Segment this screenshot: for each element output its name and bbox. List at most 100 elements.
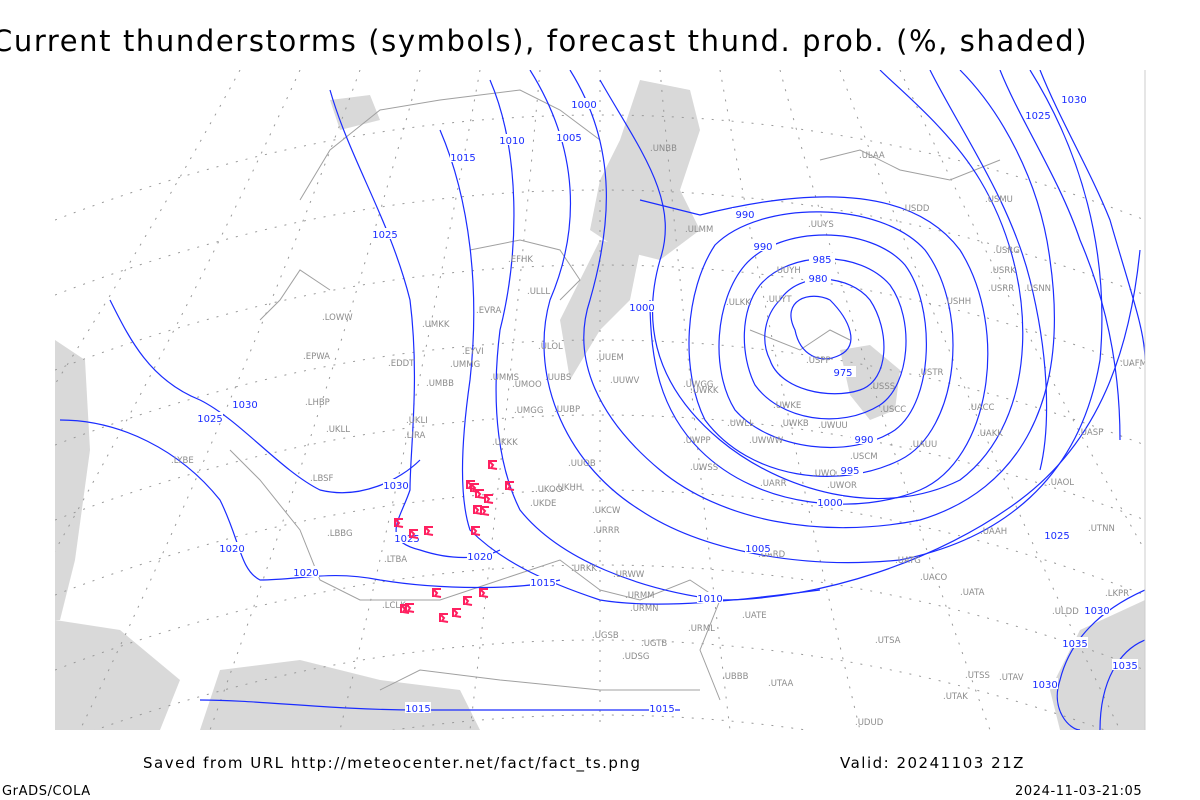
isobar-label-bg: [219, 542, 245, 553]
station-label: .ULMM: [685, 225, 713, 235]
isobar-label-bg: [197, 412, 223, 423]
station-label: .UWKE: [773, 401, 801, 411]
isobar-label: 990: [735, 210, 754, 221]
station-label: .UAUU: [910, 440, 937, 450]
station-label: .UMGG: [514, 406, 543, 416]
isobar-line: [1039, 70, 1145, 361]
thunderstorm-symbol: [452, 608, 462, 618]
thunderstorm-symbol: [409, 529, 419, 539]
station-label: .ULKK: [726, 298, 751, 308]
isobar-label: 975: [833, 368, 852, 379]
isobar-labels: 1000 1005 1010 1015 1025 990 990 985 980 975 990 99…: [197, 93, 1138, 715]
station-label: .USRG: [993, 246, 1020, 256]
valid-time: Valid: 20241103 21Z: [840, 754, 1025, 772]
station-label: .UTSS: [965, 671, 990, 681]
thunderstorm-symbol: [505, 481, 515, 491]
isobar-line: [743, 258, 907, 420]
isobar-label: 1000: [817, 498, 842, 509]
station-label: .UTSA: [875, 636, 901, 646]
station-label: .EPWA: [303, 352, 330, 362]
isobar-label-bg: [809, 253, 835, 264]
thunderstorm-symbol: [405, 603, 415, 613]
isobar-label: 1015: [405, 704, 430, 715]
isobar-label-bg: [556, 131, 582, 142]
isobar-label-bg: [745, 542, 771, 553]
station-labels: .ULLL .EFHK .EVRA .ULOL .UMKK .EYVI .UMMG .UMBB…: [171, 144, 1145, 728]
station-label: .URWW: [613, 570, 645, 580]
isobar-label-bg: [571, 98, 597, 109]
isobar-label: 1005: [556, 133, 581, 144]
isobar-label: 1030: [1061, 95, 1086, 106]
coastline: [819, 149, 1001, 181]
station-label: .USRR: [988, 284, 1014, 294]
coastline: [229, 449, 601, 601]
station-label: .UKCW: [592, 506, 621, 516]
thunderstorm-symbol: [480, 506, 490, 516]
isobar-line: [569, 70, 1055, 529]
station-label: .UARD: [758, 550, 786, 560]
thunderstorm-symbol: [479, 588, 489, 598]
coastline: [299, 89, 601, 201]
station-label: .ULAA: [859, 151, 885, 161]
isobar-line: [718, 234, 927, 448]
station-label: .USTR: [918, 368, 944, 378]
meridian: [79, 70, 361, 730]
isobar-label: 995: [840, 466, 859, 477]
station-label: .UKOO: [535, 485, 563, 495]
isobar-label: 1005: [745, 544, 770, 555]
station-label: .UWOO: [812, 469, 843, 479]
isobar-label-bg: [499, 134, 525, 145]
isobar-line: [489, 79, 1141, 601]
isobar-line: [109, 299, 421, 494]
isobar-label: 1000: [571, 100, 596, 111]
station-label: .EYVI: [462, 347, 484, 357]
isobar-line: [439, 129, 821, 605]
isobar-label-bg: [750, 240, 776, 251]
isobar-label-bg: [1084, 604, 1110, 615]
isobar-label: 1025: [197, 414, 222, 425]
station-label: .URMM: [625, 591, 655, 601]
station-label: .ULOL: [538, 342, 563, 352]
coastline: [469, 239, 581, 301]
station-label: .USRK: [990, 266, 1016, 276]
isobar-label-bg: [697, 592, 723, 603]
isobar-label-bg: [629, 301, 655, 312]
station-label: .USCC: [880, 405, 906, 415]
station-label: .UKDE: [530, 499, 556, 509]
isobar-label-bg: [1112, 659, 1138, 670]
coastlines: [229, 89, 1001, 701]
saved-from-url: Saved from URL http://meteocenter.net/fa…: [143, 754, 642, 772]
station-label: .UTAK: [943, 692, 968, 702]
station-label: .LKPR: [1105, 589, 1129, 599]
station-label: .URKK: [571, 564, 597, 574]
station-label: .UATG: [895, 556, 921, 566]
station-label: .URMN: [630, 604, 659, 614]
isobar-label: 990: [854, 435, 873, 446]
isobar-label: 1030: [232, 400, 257, 411]
station-label: .URML: [688, 624, 715, 634]
station-label: .UDSG: [622, 652, 649, 662]
coastline: [749, 329, 851, 351]
station-label: .USCM: [850, 452, 878, 462]
isobar-label-bg: [851, 433, 877, 444]
station-label: .UWKB: [780, 419, 809, 429]
isobar-label: 1020: [219, 544, 244, 555]
shading-patch: [200, 660, 480, 730]
thunderstorm-symbol: [473, 505, 483, 515]
shading-patch: [330, 95, 380, 130]
isobar-label-bg: [805, 272, 831, 283]
station-label: .UARR: [760, 479, 787, 489]
station-label: .UATA: [960, 588, 985, 598]
isobar-label: 1020: [467, 552, 492, 563]
station-label: .UWLL: [727, 419, 754, 429]
thunderstorm-symbol: [432, 588, 442, 598]
station-label: .UUOB: [568, 459, 596, 469]
station-label: .ULDD: [1052, 607, 1079, 617]
station-label: .UUEM: [596, 353, 624, 363]
isobar-label: 1020: [293, 568, 318, 579]
station-label: .UACO: [920, 573, 948, 583]
coastline: [599, 579, 721, 701]
station-label: .UMKK: [422, 320, 450, 330]
station-label: .UGSB: [592, 631, 619, 641]
